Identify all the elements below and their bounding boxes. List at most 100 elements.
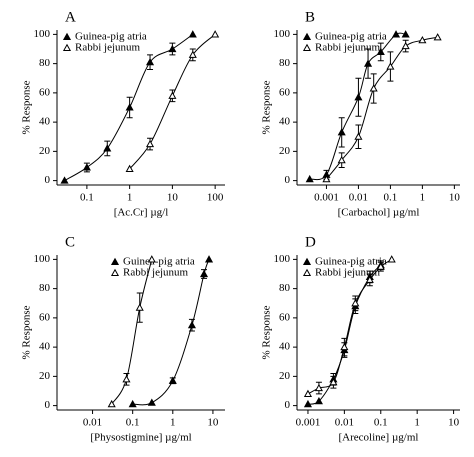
- point: [211, 30, 220, 38]
- point: [386, 62, 395, 70]
- y-tick-label: 40: [39, 341, 51, 353]
- point: [125, 103, 134, 111]
- y-axis-label: % Response: [21, 305, 33, 359]
- x-tick-label: 0.1: [384, 192, 398, 204]
- x-tick-label: 10: [207, 417, 219, 429]
- legend-marker: [62, 32, 72, 41]
- point: [369, 84, 378, 92]
- x-tick-label: 10: [167, 192, 179, 204]
- y-tick-label: 0: [285, 174, 291, 186]
- point: [354, 132, 363, 140]
- y-tick-label: 80: [279, 282, 291, 294]
- x-axis-label: [Carbachol] µg/ml: [338, 207, 420, 219]
- point: [168, 91, 177, 99]
- x-tick-label: 0.01: [83, 417, 102, 429]
- point: [188, 30, 197, 38]
- point: [82, 163, 91, 171]
- legend-marker: [110, 268, 120, 277]
- point: [314, 396, 323, 405]
- y-tick-label: 20: [279, 145, 291, 157]
- legend-marker: [302, 43, 312, 52]
- panel-letter: B: [305, 9, 315, 25]
- panel: D 0 20 40 60 80 100 0.001 0.01 0.1 1 10 [Arecoline] …: [261, 234, 460, 444]
- y-axis-label: % Response: [261, 80, 273, 134]
- y-axis-label: % Response: [261, 305, 273, 359]
- y-tick-label: 100: [274, 253, 291, 265]
- point: [314, 383, 323, 392]
- x-tick-label: 0.001: [296, 417, 321, 429]
- y-tick-label: 40: [279, 116, 291, 128]
- y-tick-label: 60: [39, 311, 51, 323]
- legend-marker: [302, 268, 312, 277]
- x-tick-label: 1: [414, 417, 420, 429]
- point: [329, 377, 338, 386]
- point: [107, 399, 116, 408]
- x-tick-label: 0.1: [80, 192, 94, 204]
- point: [122, 375, 131, 383]
- point: [128, 399, 137, 408]
- fit-curve: [111, 259, 153, 405]
- y-tick-label: 0: [285, 399, 291, 411]
- point: [354, 93, 363, 101]
- x-axis-label: [Physostigmine] µg/ml: [90, 432, 191, 444]
- y-tick-label: 80: [279, 57, 291, 69]
- point: [199, 269, 209, 278]
- legend-label: Rabbi jejunum: [315, 42, 381, 54]
- point: [387, 255, 396, 263]
- y-axis-label: % Response: [21, 80, 33, 134]
- point: [391, 30, 401, 38]
- point: [135, 303, 144, 311]
- point: [168, 44, 177, 53]
- x-tick-label: 10: [448, 417, 460, 429]
- legend-marker: [302, 32, 312, 41]
- x-axis-label: [Ac.Cr] µg/l: [114, 207, 169, 219]
- point: [147, 398, 156, 406]
- legend-label: Rabbi jejunum: [315, 267, 381, 279]
- x-tick-label: 0.01: [335, 417, 354, 429]
- point: [433, 33, 442, 41]
- point: [145, 139, 155, 148]
- y-tick-label: 100: [34, 253, 51, 265]
- panel-letter: A: [65, 9, 76, 25]
- legend-marker: [110, 257, 120, 266]
- legend-label: Guinea-pig atria: [123, 256, 195, 268]
- x-tick-label: 100: [207, 192, 224, 204]
- legend-label: Guinea-pig atria: [315, 31, 387, 43]
- point: [103, 144, 112, 152]
- legend-label: Rabbi jejunum: [75, 42, 141, 54]
- x-tick-label: 0.1: [374, 417, 388, 429]
- x-tick-label: 10: [449, 192, 461, 204]
- point: [340, 342, 349, 351]
- y-tick-label: 20: [39, 370, 51, 382]
- point: [401, 41, 410, 50]
- point: [188, 50, 197, 58]
- point: [337, 128, 346, 136]
- point: [365, 275, 374, 283]
- x-tick-label: 0.01: [349, 192, 368, 204]
- y-tick-label: 100: [34, 28, 51, 40]
- legend-marker: [302, 257, 312, 266]
- x-tick-label: 0.001: [314, 192, 339, 204]
- legend-label: Guinea-pig atria: [75, 31, 147, 43]
- y-tick-label: 60: [279, 86, 291, 98]
- legend-label: Rabbi jejunum: [123, 267, 189, 279]
- legend-marker: [62, 43, 72, 52]
- x-tick-label: 1: [420, 192, 426, 204]
- point: [303, 399, 313, 408]
- point: [322, 174, 331, 183]
- panel: A 0 20 40 60 80 100 0.1 1 10 100 [Ac.Cr] µg/l % Resp…: [21, 9, 225, 219]
- y-tick-label: 100: [274, 28, 291, 40]
- panel-letter: C: [65, 234, 75, 250]
- x-tick-label: 0.1: [126, 417, 140, 429]
- point: [376, 262, 385, 270]
- point: [351, 299, 360, 307]
- point: [305, 174, 314, 183]
- x-tick-label: 1: [127, 192, 133, 204]
- y-tick-label: 0: [45, 174, 51, 186]
- fit-curve: [326, 36, 438, 180]
- panel-letter: D: [305, 234, 316, 250]
- point: [60, 176, 69, 184]
- point: [401, 30, 410, 38]
